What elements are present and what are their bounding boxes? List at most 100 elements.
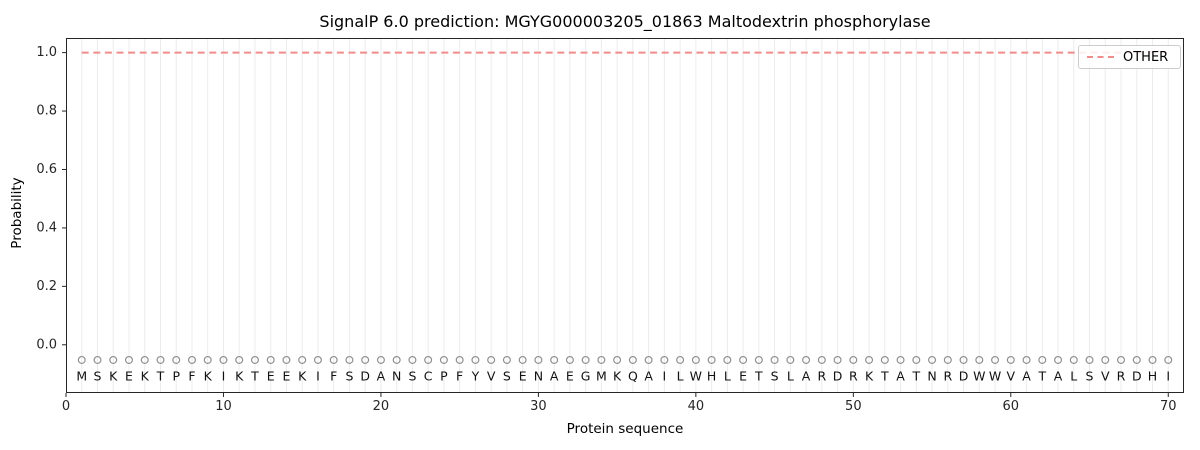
residue-marker-circle [802,355,811,364]
residue-marker-circle [833,355,842,364]
residue-marker-circle [361,355,370,364]
sequence-letter: I [663,369,667,384]
residue-marker-circle [250,355,259,364]
y-tick-label: 0.8 [36,104,57,119]
sequence-letter: E [566,369,574,384]
residue-marker-circle [518,355,527,364]
chart-title: SignalP 6.0 prediction: MGYG000003205_01… [319,12,931,31]
sequence-letter: H [707,369,716,384]
sequence-letter: R [943,369,952,384]
sequence-letter: K [204,369,213,384]
x-tick-label: 50 [845,399,862,414]
residue-marker-circle [1164,355,1173,364]
sequence-letter: K [298,369,307,384]
sequence-letter: V [487,369,496,384]
residue-marker-circle [849,355,858,364]
residue-marker-circle [313,355,322,364]
residue-marker-circle [93,355,102,364]
sequence-letter: L [787,369,794,384]
residue-marker-circle [235,355,244,364]
sequence-letter: N [927,369,936,384]
sequence-letter: D [360,369,370,384]
x-tick-label: 20 [373,399,390,414]
residue-marker-circle [754,355,763,364]
residue-marker-circle [124,355,133,364]
sequence-letter: R [849,369,858,384]
residue-markers [77,355,1173,364]
sequence-letter: K [865,369,874,384]
sequence-letter: D [959,369,969,384]
x-tick-label: 40 [688,399,705,414]
residue-marker-circle [770,355,779,364]
sequence-letter: L [724,369,731,384]
x-axis-ticks: 0 10 20 30 40 50 60 70 [62,393,1177,414]
residue-marker-circle [329,355,338,364]
sequence-letter: A [1022,369,1031,384]
sequence-letter: E [267,369,275,384]
sequence-letter: E [739,369,747,384]
residue-marker-circle [723,355,732,364]
sequence-letter: A [377,369,386,384]
residue-marker-circle [156,355,165,364]
residue-marker-circle [1069,355,1078,364]
sequence-letter: W [690,369,702,384]
residue-marker-circle [581,355,590,364]
sequence-letter: A [550,369,559,384]
residue-marker-circle [597,355,606,364]
sequence-letter: A [896,369,905,384]
x-tick-label: 60 [1003,399,1020,414]
sequence-letter: F [188,369,195,384]
residue-marker-circle [187,355,196,364]
sequence-letter: P [440,369,448,384]
x-tick-label: 70 [1160,399,1177,414]
residue-marker-circle [707,355,716,364]
residue-marker-circle [345,355,354,364]
residue-marker-circle [550,355,559,364]
residue-marker-circle [392,355,401,364]
sequence-letter: T [1037,369,1046,384]
residue-marker-circle [77,355,86,364]
sequence-letter: H [1148,369,1157,384]
legend: OTHER [1078,45,1181,69]
residue-marker-circle [1054,355,1063,364]
sequence-letter: V [1007,369,1016,384]
residue-marker-circle [660,355,669,364]
residue-marker-circle [1132,355,1141,364]
residue-marker-circle [880,355,889,364]
sequence-letter: T [250,369,259,384]
residue-marker-circle [628,355,637,364]
sequence-letter: W [989,369,1001,384]
y-tick-label: 0.0 [36,337,57,352]
residue-marker-circle [487,355,496,364]
sequence-letter: A [1054,369,1063,384]
residue-marker-circle [817,355,826,364]
sequence-letter: M [596,369,607,384]
residue-marker-circle [865,355,874,364]
sequence-letter: F [456,369,463,384]
residue-marker-circle [534,355,543,364]
sequence-letter: T [754,369,763,384]
residue-marker-circle [1117,355,1126,364]
residue-marker-circle [959,355,968,364]
residue-marker-circle [1085,355,1094,364]
sequence-letter: E [519,369,527,384]
residue-marker-circle [912,355,921,364]
sequence-letter: I [316,369,320,384]
sequence-letter: E [125,369,133,384]
sequence-letter: I [222,369,226,384]
other-dashed-line-sample [1087,56,1114,58]
residue-marker-circle [1038,355,1047,364]
sequence-letter: M [76,369,87,384]
sequence-letter: S [503,369,511,384]
residue-marker-circle [1022,355,1031,364]
sequence-letter: V [1101,369,1110,384]
y-tick-label: 0.6 [36,162,57,177]
residue-marker-circle [471,355,480,364]
y-tick-label: 0.2 [36,279,57,294]
sequence-letter: S [1086,369,1094,384]
residue-marker-circle [502,355,511,364]
sequence-letter: F [330,369,337,384]
residue-marker-circle [691,355,700,364]
